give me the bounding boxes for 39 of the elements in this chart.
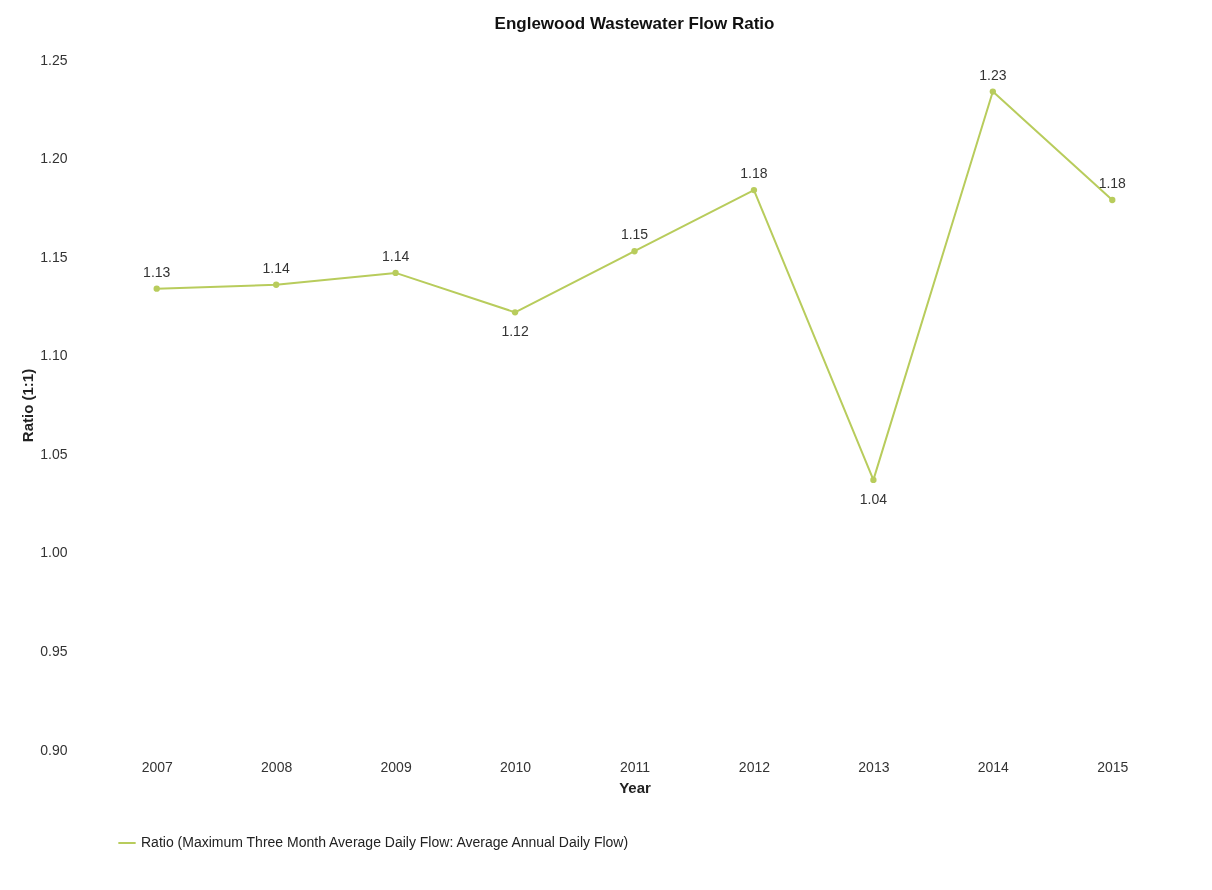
x-axis-title: Year	[619, 778, 652, 796]
point	[153, 285, 160, 292]
y-tick-label: 1.05	[40, 445, 68, 462]
y-tick-label: 0.90	[40, 741, 68, 758]
point	[750, 186, 758, 194]
data-label: 1.23	[979, 66, 1007, 83]
chart-title: Englewood Wastewater Flow Ratio	[494, 14, 775, 33]
point	[870, 476, 877, 484]
data-label: 1.18	[1098, 174, 1127, 191]
point	[273, 281, 280, 288]
point	[392, 269, 399, 277]
x-tick-label: 2011	[619, 758, 651, 775]
point	[1109, 196, 1116, 204]
y-tick-label: 0.95	[40, 642, 68, 659]
legend-label: Ratio (Maximum Three Month Average Daily Flow: Average Annual Daily Flow)	[141, 834, 629, 850]
y-tick-label: 1.25	[40, 51, 68, 68]
point	[511, 309, 519, 316]
x-tick-label: 2008	[261, 758, 293, 775]
data-label: 1.12	[501, 323, 529, 340]
point	[989, 88, 996, 95]
x-tick-label: 2007	[141, 758, 173, 775]
x-tick-label: 2012	[738, 758, 771, 775]
x-tick-label: 2015	[1097, 758, 1129, 775]
x-tick-label: 2013	[858, 758, 890, 775]
data-label: 1.13	[143, 263, 171, 280]
data-label: 1.18	[740, 165, 768, 182]
x-tick-label: 2014	[977, 758, 1010, 775]
y-tick-label: 1.10	[40, 347, 68, 364]
data-label: 1.14	[381, 247, 410, 264]
data-label: 1.04	[859, 490, 888, 507]
x-tick-label: 2009	[380, 758, 412, 775]
y-tick-label: 1.00	[40, 544, 68, 561]
data-label: 1.14	[262, 259, 290, 276]
point	[631, 248, 638, 255]
y-tick-label: 1.20	[40, 150, 68, 167]
x-tick-label: 2010	[499, 758, 532, 775]
y-tick-label: 1.15	[40, 248, 68, 265]
data-label: 1.15	[620, 226, 649, 243]
y-axis-title: Ratio (1:1)	[19, 368, 37, 443]
